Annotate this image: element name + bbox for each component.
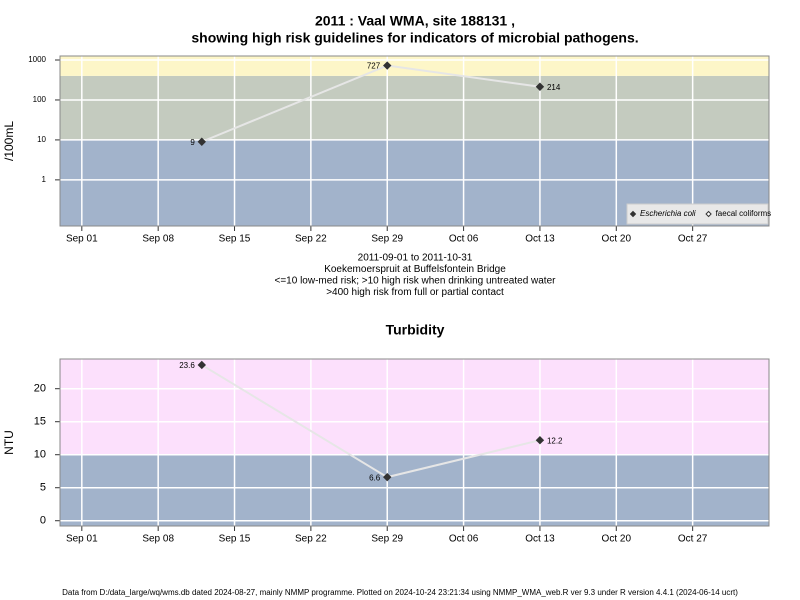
data-point (383, 61, 392, 70)
data-point (383, 472, 392, 482)
annotation: <=10 low-med risk; >10 high risk when dr… (275, 276, 557, 287)
y-tick-label: 20 (34, 383, 46, 395)
x-tick-label: Sep 15 (219, 534, 251, 545)
value-label: 23.6 (179, 361, 195, 370)
x-tick-label: Oct 20 (602, 234, 632, 245)
x-tick-label: Oct 06 (449, 534, 479, 545)
x-tick-label: Oct 20 (602, 534, 632, 545)
annotation: >400 high risk from full or partial cont… (326, 287, 504, 298)
legend-label: faecal coliforms (716, 209, 772, 218)
x-tick-label: Sep 29 (371, 234, 403, 245)
y-axis-label: NTU (2, 430, 16, 455)
x-tick-label: Oct 13 (525, 534, 555, 545)
x-tick-label: Sep 15 (219, 234, 251, 245)
y-tick-label: 10 (37, 135, 46, 144)
x-tick-label: Sep 08 (142, 534, 174, 545)
chart-title: showing high risk guidelines for indicat… (191, 30, 638, 46)
annotation: 2011-09-01 to 2011-10-31 (358, 253, 473, 264)
x-tick-label: Sep 01 (66, 534, 98, 545)
data-point (197, 137, 207, 146)
value-label: 12.2 (547, 436, 563, 445)
data-point (535, 82, 545, 91)
x-tick-label: Sep 22 (295, 534, 327, 545)
x-tick-label: Oct 27 (678, 234, 708, 245)
value-label: 9 (190, 138, 195, 147)
value-label: 214 (547, 83, 561, 92)
y-tick-label: 0 (40, 515, 46, 527)
data-point (535, 435, 545, 445)
x-tick-label: Oct 27 (678, 534, 708, 545)
y-tick-label: 1000 (28, 55, 46, 64)
y-tick-label: 15 (34, 416, 46, 428)
y-axis-label: /100mL (2, 121, 16, 161)
risk-band (60, 56, 769, 76)
x-tick-label: Sep 08 (142, 234, 174, 245)
y-tick-label: 10 (34, 449, 46, 461)
data-point (197, 360, 207, 370)
y-tick-label: 5 (40, 482, 46, 494)
footer: Data from D:/data_large/wq/wms.db dated … (62, 588, 738, 597)
risk-band (60, 359, 769, 455)
legend-marker (705, 210, 712, 218)
plot-frame (59, 358, 770, 527)
chart-title: 2011 : Vaal WMA, site 188131 , (315, 13, 515, 29)
plot-frame (59, 55, 770, 227)
chart-title: Turbidity (386, 322, 445, 338)
risk-band (60, 454, 769, 526)
legend-label: Escherichia coli (640, 209, 696, 218)
value-label: 727 (367, 62, 381, 71)
x-tick-label: Sep 29 (371, 534, 403, 545)
y-tick-label: 1 (42, 175, 47, 184)
x-tick-label: Oct 06 (449, 234, 479, 245)
legend-box (626, 203, 769, 225)
annotation: Koekemoerspruit at Buffelsfontein Bridge (324, 264, 506, 275)
y-tick-label: 100 (33, 95, 47, 104)
x-tick-label: Oct 13 (525, 234, 555, 245)
risk-band (60, 75, 769, 140)
x-tick-label: Sep 01 (66, 234, 98, 245)
x-tick-label: Sep 22 (295, 234, 327, 245)
legend-marker (629, 210, 637, 218)
value-label: 6.6 (369, 473, 381, 482)
